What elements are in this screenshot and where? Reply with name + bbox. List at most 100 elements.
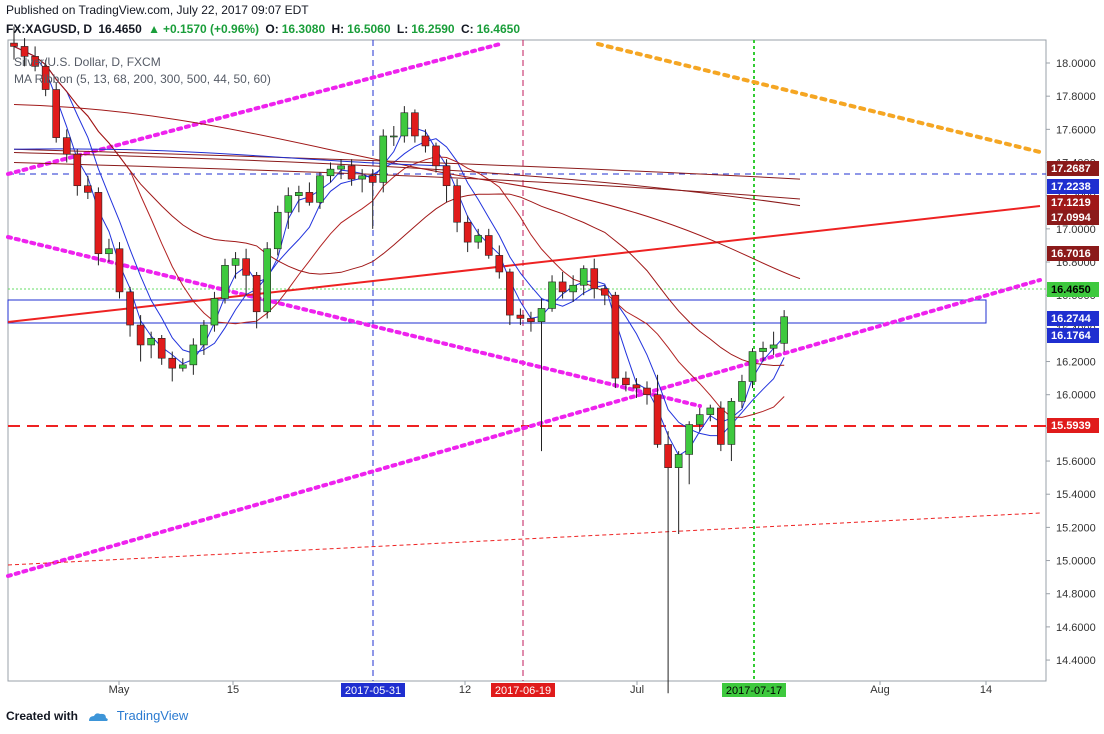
- price-labels: 17.2687 17.2238 17.1219 17.0994 16.7016 16.46…: [1047, 161, 1099, 433]
- price-label: 15.5939: [1051, 420, 1091, 432]
- candle-body: [126, 291, 134, 326]
- y-tick-label: 17.8000: [1056, 91, 1096, 103]
- candle-body: [316, 175, 324, 203]
- candle-body: [664, 444, 672, 468]
- candle-body: [358, 175, 366, 180]
- candle-body: [569, 284, 577, 293]
- plot-area: [7, 39, 1047, 682]
- trendline-orange: [596, 42, 1042, 154]
- tradingview-brand[interactable]: TradingView: [116, 708, 189, 723]
- y-tick-label: 16.0000: [1056, 390, 1096, 402]
- price-label: 17.0994: [1051, 212, 1092, 224]
- ma-200-line: [13, 45, 785, 367]
- candle-body: [432, 145, 440, 167]
- candle-body: [643, 387, 651, 396]
- candle-body: [769, 344, 778, 349]
- candle-body: [179, 364, 187, 369]
- ma-long-line-1: [13, 162, 801, 200]
- candle-body: [284, 195, 293, 213]
- candle-body: [326, 168, 335, 177]
- y-tick-label: 14.8000: [1056, 589, 1096, 601]
- candle-body: [10, 42, 18, 47]
- candle-body: [411, 112, 419, 137]
- date-marker-label: 2017-05-31: [345, 685, 401, 697]
- candle-body: [484, 235, 493, 256]
- price-label: 17.2687: [1051, 163, 1091, 175]
- candle-body: [41, 66, 50, 90]
- candle-body: [453, 185, 461, 223]
- price-label-bg: [1047, 195, 1099, 210]
- x-tick-label: 12: [459, 684, 471, 696]
- ma-blue-long-line: [13, 148, 451, 167]
- price-label-bg: [1047, 246, 1099, 261]
- close-label: C:: [460, 22, 474, 36]
- ma-68-line: [13, 45, 785, 418]
- price-label-bg: [1047, 179, 1099, 194]
- ma-ribbon-layer: [13, 45, 801, 457]
- candle-body: [495, 255, 504, 273]
- up-arrow-icon: ▲: [148, 22, 160, 36]
- candles-layer: [10, 26, 788, 694]
- candle-body: [653, 394, 662, 445]
- candle-body: [136, 324, 145, 346]
- trendline-red-solid: [7, 205, 1041, 323]
- candle-body: [337, 165, 345, 170]
- y-tick-label: 14.4000: [1056, 655, 1096, 667]
- symbol-name[interactable]: FX:XAGUSD, D: [6, 22, 93, 36]
- legend-title: Silver/U.S. Dollar, D, FXCM: [14, 55, 161, 69]
- candle-body: [674, 454, 683, 468]
- x-tick-label: 15: [227, 684, 239, 696]
- ma-13-line: [13, 45, 785, 437]
- date-marker-label: 2017-07-17: [726, 685, 782, 697]
- candle-body: [590, 268, 599, 289]
- footer: Created with TradingView: [6, 708, 188, 723]
- price-label: 17.1219: [1051, 197, 1091, 209]
- candle-body: [548, 281, 556, 309]
- candle-body: [748, 351, 757, 382]
- candle-body: [273, 211, 282, 250]
- y-tick-label: 15.0000: [1056, 556, 1096, 568]
- candle-body: [463, 221, 472, 243]
- candle-body: [706, 407, 715, 415]
- candle-body: [727, 401, 736, 445]
- y-tick-label: 15.2000: [1056, 522, 1096, 534]
- price-label: 16.2744: [1051, 313, 1092, 325]
- candle-body: [611, 294, 620, 379]
- y-tick-label: 18.0000: [1056, 58, 1096, 70]
- candle-body: [31, 56, 39, 67]
- price-label-bg: [1047, 210, 1099, 225]
- candle-body: [20, 46, 29, 57]
- ma-60-line: [13, 103, 801, 280]
- candle-body: [527, 318, 535, 323]
- candle-body: [62, 137, 71, 155]
- candle-body: [558, 281, 567, 293]
- low-label: L:: [396, 22, 409, 36]
- candle-body: [379, 135, 388, 183]
- ma-long-line-0: [13, 148, 801, 180]
- candle-body: [347, 165, 356, 180]
- candle-body: [73, 153, 82, 187]
- candle-body: [231, 258, 240, 266]
- candle-body: [738, 381, 746, 402]
- candle-body: [442, 165, 451, 187]
- candle-body: [622, 377, 630, 386]
- open-label: O:: [265, 22, 279, 36]
- legend-ma-ribbon: MA Ribbon (5, 13, 68, 200, 300, 500, 44,…: [14, 72, 271, 86]
- y-tick-label: 17.6000: [1056, 124, 1096, 136]
- candle-body: [295, 192, 303, 196]
- candle-body: [368, 175, 377, 183]
- candle-body: [221, 265, 229, 299]
- price-label: 17.2238: [1051, 181, 1091, 193]
- candle-body: [474, 235, 483, 243]
- candle-body: [200, 324, 208, 346]
- high-label: H:: [331, 22, 345, 36]
- symbol-bar: FX:XAGUSD, D 16.4650 ▲ +0.1570 (+0.96%) O…: [6, 22, 523, 36]
- trendline-magenta-ascending: [6, 278, 1042, 578]
- close-value: 16.4650: [476, 22, 521, 36]
- y-tick-label: 17.0000: [1056, 224, 1096, 236]
- y-tick-label: 15.6000: [1056, 456, 1096, 468]
- price-label: 16.4650: [1051, 284, 1091, 296]
- date-marker-bg: [491, 683, 555, 697]
- x-tick-label: Aug: [870, 684, 890, 696]
